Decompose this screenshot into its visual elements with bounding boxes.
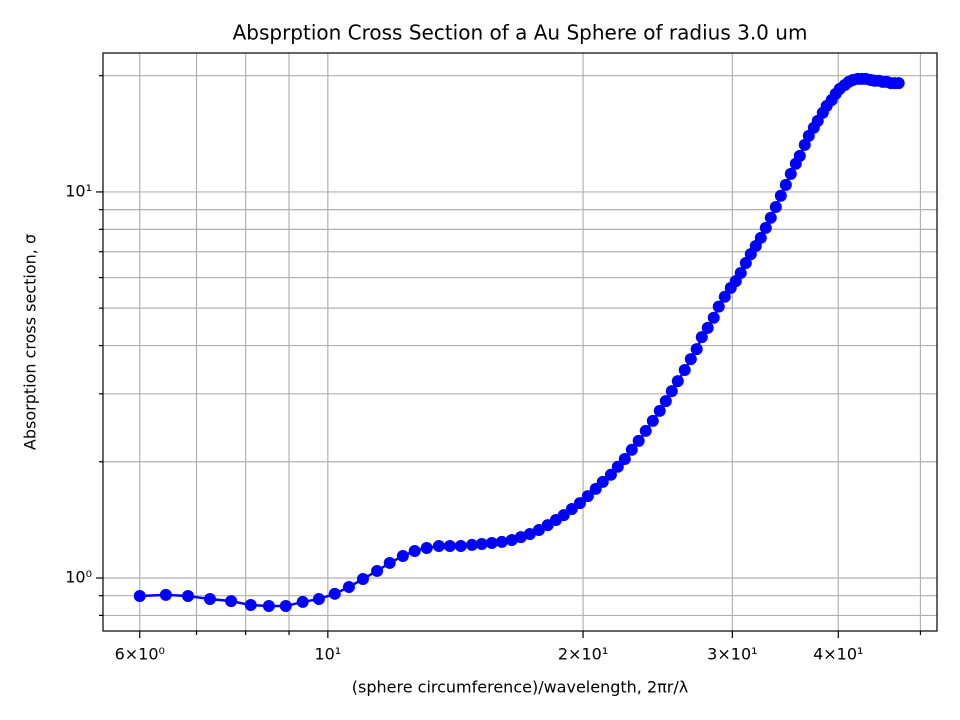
data-point xyxy=(611,460,624,473)
x-tick-label: 6×10⁰ xyxy=(115,645,165,664)
data-point xyxy=(793,149,806,162)
data-point xyxy=(432,540,445,553)
data-point xyxy=(779,178,792,191)
data-point xyxy=(734,266,747,279)
data-point xyxy=(262,600,275,613)
data-point xyxy=(671,375,684,388)
data-point xyxy=(754,231,767,244)
data-point xyxy=(690,343,703,356)
data-point xyxy=(505,534,518,547)
data-point xyxy=(420,541,433,554)
data-point xyxy=(759,221,772,234)
data-point xyxy=(618,453,631,466)
data-point xyxy=(244,599,257,612)
data-point xyxy=(396,550,409,563)
data-point xyxy=(678,364,691,377)
data-point xyxy=(159,588,172,601)
data-point xyxy=(695,331,708,344)
data-point xyxy=(769,200,782,213)
data-point xyxy=(514,531,527,544)
data-point xyxy=(712,300,725,313)
data-point xyxy=(892,77,905,90)
data-point xyxy=(739,256,752,269)
data-point xyxy=(532,524,545,537)
data-point xyxy=(764,211,777,224)
data-point xyxy=(784,167,797,180)
plot-frame xyxy=(102,52,938,632)
data-point xyxy=(133,590,146,603)
data-point xyxy=(684,353,697,366)
data-point xyxy=(798,138,811,151)
data-point xyxy=(383,556,396,569)
data-point xyxy=(296,595,309,608)
data-point xyxy=(454,540,467,553)
data-point xyxy=(774,189,787,202)
data-point xyxy=(718,290,731,303)
data-point xyxy=(639,424,652,437)
x-tick-label: 3×10¹ xyxy=(707,645,757,664)
data-point xyxy=(523,528,536,541)
data-point xyxy=(225,595,238,608)
data-point xyxy=(342,580,355,593)
data-point xyxy=(475,537,488,550)
data-point xyxy=(408,544,421,557)
data-point xyxy=(665,385,678,398)
data-point xyxy=(443,540,456,553)
data-point xyxy=(604,468,617,481)
data-point xyxy=(485,537,498,550)
data-point xyxy=(203,593,216,606)
x-tick-label: 10¹ xyxy=(314,645,341,664)
data-point xyxy=(659,395,672,408)
data-point xyxy=(312,593,325,606)
data-point xyxy=(181,590,194,603)
chart-title: Absprption Cross Section of a Au Sphere … xyxy=(233,21,808,45)
y-axis-label: Absorption cross section, σ xyxy=(21,234,40,450)
data-point xyxy=(625,443,638,456)
data-point xyxy=(581,490,594,503)
grid xyxy=(103,53,937,631)
data-point xyxy=(632,434,645,447)
data-point xyxy=(701,321,714,334)
x-tick-label: 4×10¹ xyxy=(813,645,863,664)
data-point xyxy=(596,475,609,488)
data-point xyxy=(371,564,384,577)
data-point xyxy=(495,535,508,548)
data-point xyxy=(653,404,666,417)
y-tick-label: 10¹ xyxy=(65,181,92,200)
data-point xyxy=(573,497,586,510)
data-point xyxy=(465,538,478,551)
x-axis-label: (sphere circumference)/wavelength, 2πr/λ xyxy=(352,678,688,697)
data-point xyxy=(707,311,720,324)
y-tick-label: 10⁰ xyxy=(65,568,92,587)
x-tick-label: 2×10¹ xyxy=(558,645,608,664)
data-point xyxy=(328,587,341,600)
marks xyxy=(133,72,905,613)
data-point xyxy=(356,573,369,586)
data-point xyxy=(646,414,659,427)
data-point xyxy=(279,600,292,613)
